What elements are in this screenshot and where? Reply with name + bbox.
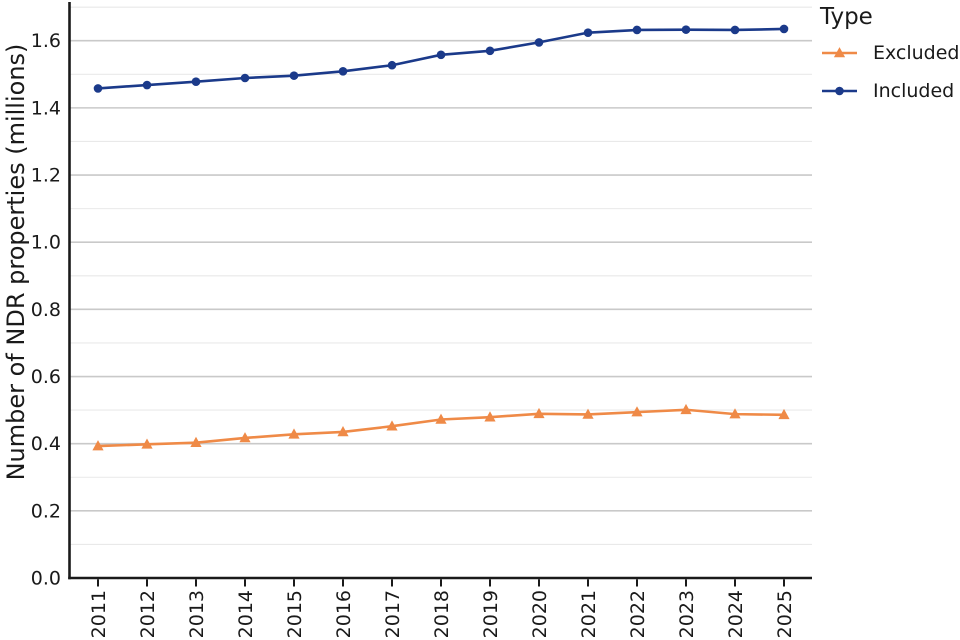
svg-text:1.4: 1.4 bbox=[31, 97, 61, 119]
svg-text:2013: 2013 bbox=[186, 590, 208, 638]
svg-text:2019: 2019 bbox=[480, 590, 502, 638]
svg-text:2023: 2023 bbox=[676, 590, 698, 638]
svg-text:0.8: 0.8 bbox=[31, 299, 61, 321]
svg-text:2012: 2012 bbox=[137, 590, 159, 638]
svg-text:2020: 2020 bbox=[529, 590, 551, 638]
svg-text:1.2: 1.2 bbox=[31, 165, 61, 187]
legend-title: Type bbox=[820, 4, 873, 30]
svg-text:2024: 2024 bbox=[725, 590, 747, 638]
svg-text:1.6: 1.6 bbox=[31, 30, 61, 52]
svg-text:2022: 2022 bbox=[627, 590, 649, 638]
svg-text:2016: 2016 bbox=[333, 590, 355, 638]
legend-label-included: Included bbox=[873, 80, 955, 102]
excluded-triangle-marker-icon bbox=[822, 47, 857, 58]
legend-item-included: Included bbox=[820, 80, 960, 102]
svg-text:0.0: 0.0 bbox=[31, 568, 61, 590]
svg-text:2017: 2017 bbox=[382, 590, 404, 638]
svg-text:2018: 2018 bbox=[431, 590, 453, 638]
svg-text:2021: 2021 bbox=[578, 590, 600, 638]
svg-text:2015: 2015 bbox=[284, 590, 306, 638]
legend-label-excluded: Excluded bbox=[873, 42, 960, 64]
svg-text:0.6: 0.6 bbox=[31, 366, 61, 388]
svg-text:2025: 2025 bbox=[774, 590, 796, 638]
included-circle-marker-icon bbox=[822, 86, 857, 96]
legend: Type Excluded Included bbox=[820, 2, 960, 102]
svg-text:0.4: 0.4 bbox=[31, 433, 61, 455]
svg-text:2011: 2011 bbox=[88, 590, 110, 638]
svg-text:0.2: 0.2 bbox=[31, 500, 61, 522]
svg-text:1.0: 1.0 bbox=[31, 232, 61, 254]
y-axis-title: Number of NDR properties (millions) bbox=[2, 43, 30, 481]
legend-item-excluded: Excluded bbox=[820, 42, 960, 64]
svg-text:2014: 2014 bbox=[235, 590, 257, 638]
